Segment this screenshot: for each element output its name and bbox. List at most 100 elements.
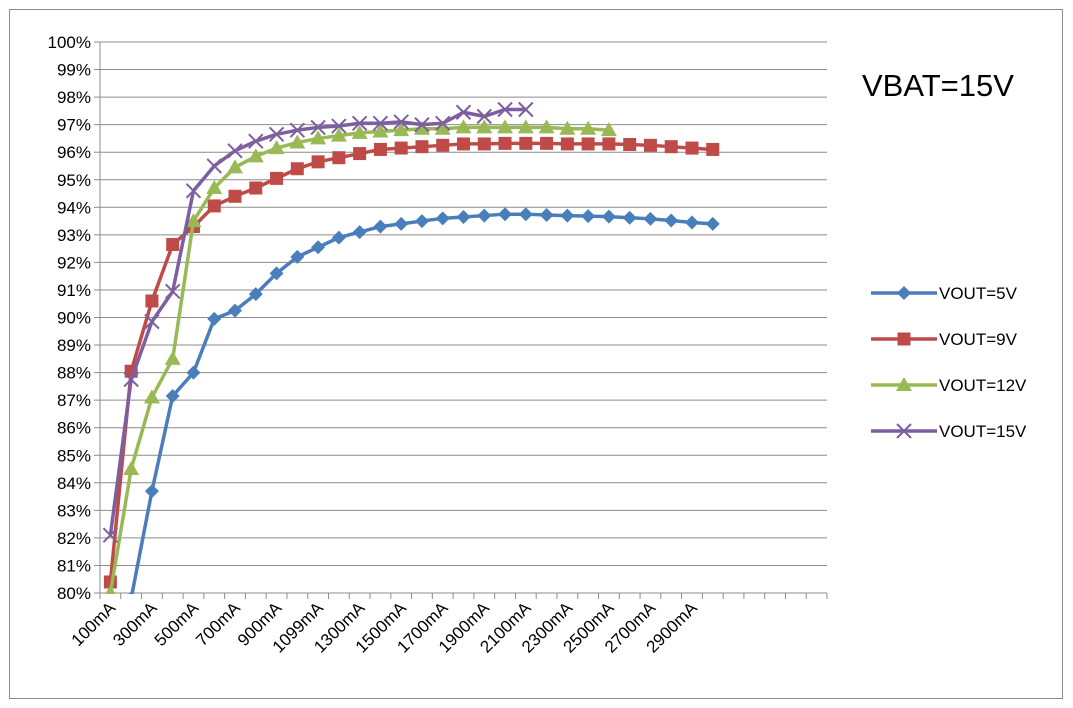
data-point-stroke xyxy=(331,118,347,134)
data-point xyxy=(311,240,326,255)
y-tick-label: 91% xyxy=(57,281,91,300)
legend-entry-3: VOUT=12V xyxy=(871,376,1027,395)
data-point xyxy=(248,287,263,302)
data-point-stroke xyxy=(476,108,492,125)
data-point xyxy=(310,130,327,145)
x-tick-label: 100mA xyxy=(68,598,120,650)
legend-label: VOUT=5V xyxy=(939,284,1018,303)
data-point xyxy=(435,115,451,131)
data-point-stroke xyxy=(372,115,389,131)
data-point-stroke xyxy=(268,126,285,142)
y-tick-label: 88% xyxy=(57,364,91,383)
chart-title: VBAT=15V xyxy=(862,68,1014,103)
data-point xyxy=(581,137,595,151)
data-point xyxy=(207,311,222,326)
data-point xyxy=(518,101,534,118)
data-point xyxy=(227,159,244,174)
data-point xyxy=(414,214,429,229)
series-3 xyxy=(105,119,617,594)
data-point xyxy=(538,119,555,134)
data-point-stroke xyxy=(310,119,326,136)
data-point xyxy=(373,142,387,156)
data-point xyxy=(144,484,159,499)
data-point xyxy=(498,207,513,222)
data-point xyxy=(372,123,389,138)
series-line xyxy=(108,125,610,594)
legend-label: VOUT=9V xyxy=(939,330,1018,349)
data-point xyxy=(373,219,388,234)
data-point xyxy=(144,313,160,330)
data-point xyxy=(705,216,720,231)
data-point xyxy=(248,133,264,149)
data-point-stroke xyxy=(123,371,139,388)
data-point xyxy=(435,211,450,226)
data-point xyxy=(477,208,492,223)
data-point xyxy=(270,171,284,185)
y-tick-label: 96% xyxy=(57,143,91,162)
chart-svg: 80% 81% 82% 83% 84% 85% 86% 87% 88% 89% 90% 91% 92% 9… xyxy=(48,33,1028,657)
y-tick-label: 95% xyxy=(57,171,91,190)
data-point xyxy=(600,122,617,137)
y-tick-label: 80% xyxy=(57,584,91,603)
series-2 xyxy=(103,136,720,589)
data-point-stroke xyxy=(206,158,222,174)
legend-label: VOUT=12V xyxy=(939,376,1027,395)
series-line xyxy=(108,107,526,536)
data-point xyxy=(228,303,243,318)
data-point xyxy=(228,189,242,203)
data-point xyxy=(128,591,134,594)
data-point xyxy=(498,136,512,150)
data-point xyxy=(105,585,116,594)
data-point-stroke xyxy=(289,122,306,138)
data-point xyxy=(310,119,326,136)
data-point xyxy=(581,209,596,224)
data-point xyxy=(456,209,471,224)
data-point-stroke xyxy=(185,183,202,199)
series-layer xyxy=(102,101,720,594)
data-point xyxy=(352,225,367,240)
data-point xyxy=(351,115,368,131)
data-point-stroke xyxy=(497,101,513,118)
data-point xyxy=(643,138,657,152)
y-tick-label: 82% xyxy=(57,529,91,548)
data-point-stroke xyxy=(518,101,534,118)
data-point-stroke xyxy=(227,143,243,159)
data-point xyxy=(560,137,574,151)
data-point xyxy=(457,137,470,151)
legend-marker xyxy=(897,332,911,346)
legend-marker xyxy=(896,377,912,391)
y-tick-label: 87% xyxy=(57,391,91,410)
data-point xyxy=(518,207,533,222)
legend-entry-1: VOUT=5V xyxy=(871,284,1018,303)
data-point xyxy=(166,237,180,251)
data-point xyxy=(290,249,305,264)
chart-frame: 80% 81% 82% 83% 84% 85% 86% 87% 88% 89% 90% 91% 92% 9… xyxy=(9,9,1063,699)
y-tick-label: 94% xyxy=(57,198,91,217)
data-point xyxy=(580,120,597,135)
series-4 xyxy=(102,101,534,543)
data-point xyxy=(206,180,223,195)
data-point xyxy=(455,119,472,134)
data-point xyxy=(102,527,119,543)
data-point xyxy=(664,213,679,228)
data-point xyxy=(290,162,304,176)
data-point xyxy=(164,350,181,365)
y-tick-label: 93% xyxy=(57,226,91,245)
axis-layer xyxy=(94,41,828,599)
data-point xyxy=(207,199,221,213)
y-tick-label: 99% xyxy=(57,61,91,80)
data-point xyxy=(706,142,720,156)
legend-entry-4: VOUT=15V xyxy=(871,422,1027,441)
data-point xyxy=(497,119,514,134)
data-point xyxy=(393,114,409,130)
y-tick-label: 90% xyxy=(57,309,91,328)
data-point xyxy=(540,136,554,150)
data-point xyxy=(414,116,430,133)
data-point xyxy=(123,461,140,476)
data-point-stroke xyxy=(144,313,160,330)
legend-marker-stroke xyxy=(896,423,912,439)
data-point xyxy=(436,138,450,152)
y-tick-label: 84% xyxy=(57,474,91,493)
data-point xyxy=(227,143,243,159)
legend-entry-2: VOUT=9V xyxy=(871,330,1018,349)
